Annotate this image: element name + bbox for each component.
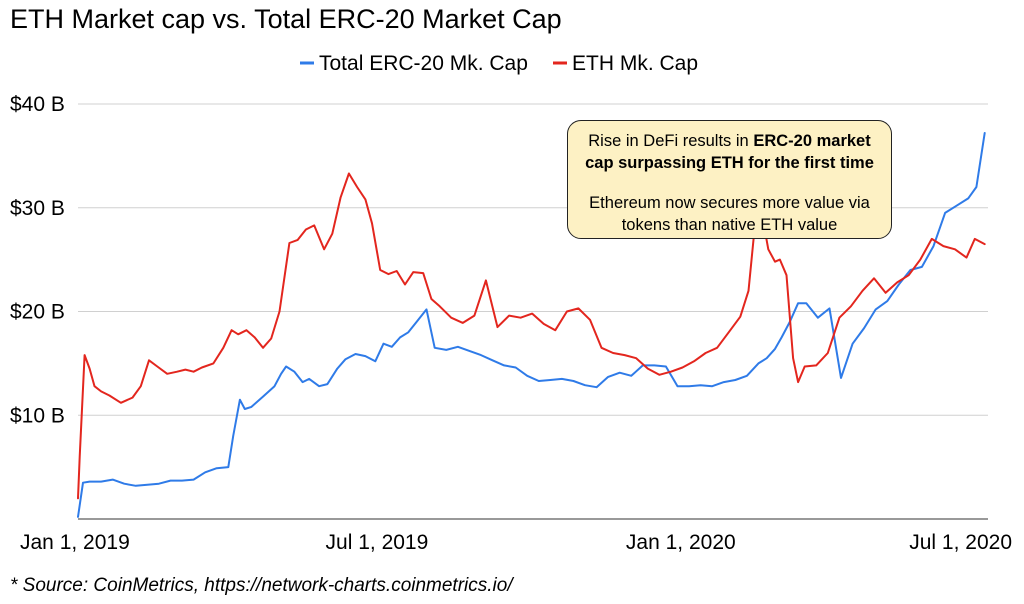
source-note: * Source: CoinMetrics, https://network-c… [10, 575, 513, 596]
eth-series-line [77, 172, 986, 500]
legend-erc20-label: Total ERC-20 Mk. Cap [319, 52, 528, 75]
erc20-series-line [77, 132, 986, 518]
y-tick-label: $10 B [10, 404, 65, 427]
annotation-text-1: Rise in DeFi results in ERC-20 market ca… [578, 130, 881, 174]
axes: $10 B $20 B $30 B $40 B Jan 1, 2019 Jul 1, 20… [10, 93, 1012, 554]
x-tick-label: Jul 1, 2020 [909, 531, 1012, 554]
series-lines [77, 132, 986, 518]
legend-eth-label: ETH Mk. Cap [572, 52, 698, 75]
chart-title: ETH Market cap vs. Total ERC-20 Market C… [10, 4, 562, 34]
annotation-text-2: Ethereum now secures more value via toke… [589, 194, 870, 234]
annotation-prefix: Rise in DeFi results in [588, 132, 754, 150]
y-tick-label: $30 B [10, 197, 65, 220]
annotation-callout: Rise in DeFi results in ERC-20 market ca… [567, 120, 892, 239]
y-tick-label: $40 B [10, 93, 65, 116]
x-tick-label: Jul 1, 2019 [326, 531, 429, 554]
x-tick-label: Jan 1, 2020 [626, 531, 736, 554]
legend: Total ERC-20 Mk. Cap ETH Mk. Cap [300, 52, 698, 75]
y-tick-label: $20 B [10, 301, 65, 324]
x-tick-label: Jan 1, 2019 [20, 531, 130, 554]
annotation-emphasis: ERC-20 market cap surpassing ETH for the… [585, 132, 874, 172]
